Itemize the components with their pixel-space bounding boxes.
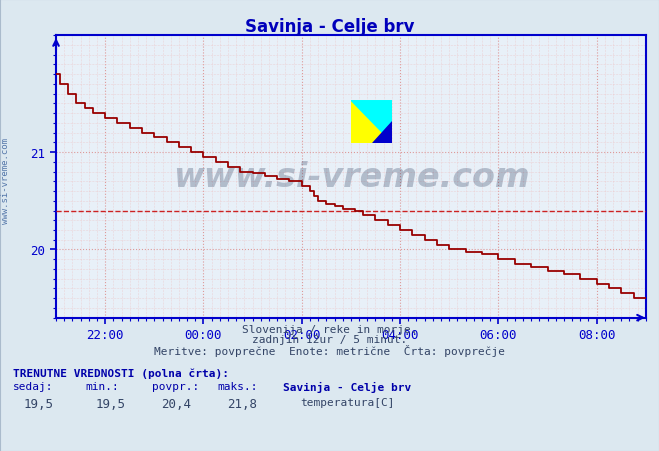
Text: Savinja - Celje brv: Savinja - Celje brv xyxy=(244,18,415,36)
Text: 19,5: 19,5 xyxy=(96,397,126,410)
Text: min.:: min.: xyxy=(86,381,119,391)
Text: povpr.:: povpr.: xyxy=(152,381,199,391)
Text: Meritve: povprečne  Enote: metrične  Črta: povprečje: Meritve: povprečne Enote: metrične Črta:… xyxy=(154,345,505,357)
Text: sedaj:: sedaj: xyxy=(13,381,53,391)
Text: www.si-vreme.com: www.si-vreme.com xyxy=(173,161,529,193)
Text: www.si-vreme.com: www.si-vreme.com xyxy=(1,138,10,223)
Text: Savinja - Celje brv: Savinja - Celje brv xyxy=(283,381,412,392)
Text: maks.:: maks.: xyxy=(217,381,258,391)
Text: temperatura[C]: temperatura[C] xyxy=(300,397,394,407)
Text: 19,5: 19,5 xyxy=(23,397,53,410)
Polygon shape xyxy=(351,101,392,143)
Text: 21,8: 21,8 xyxy=(227,397,258,410)
Polygon shape xyxy=(351,101,392,143)
Text: 20,4: 20,4 xyxy=(161,397,192,410)
Polygon shape xyxy=(372,122,392,143)
Text: Slovenija / reke in morje.: Slovenija / reke in morje. xyxy=(242,325,417,335)
Text: zadnjih 12ur / 5 minut.: zadnjih 12ur / 5 minut. xyxy=(252,335,407,345)
Text: TRENUTNE VREDNOSTI (polna črta):: TRENUTNE VREDNOSTI (polna črta): xyxy=(13,368,229,378)
